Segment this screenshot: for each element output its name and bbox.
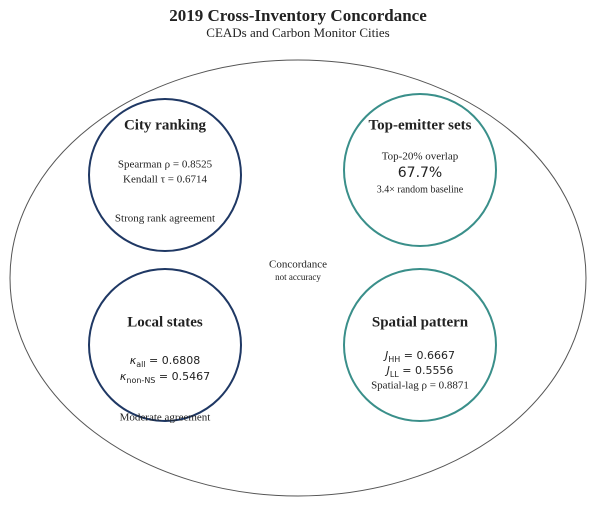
metric-value: = 0.6808 [146,354,201,367]
node-circle [343,268,497,422]
node-circle [88,98,242,252]
metric-symbol: κ [120,370,127,383]
center-label: Concordance [269,259,327,271]
metric-line: Spearman ρ = 0.8525 [118,159,213,171]
metric-line: Top-20% overlap [382,151,459,163]
metric-line: Kendall τ = 0.6714 [123,174,207,186]
subtitle: CEADs and Carbon Monitor Cities [206,25,389,40]
node-title: Spatial pattern [372,314,469,330]
metric-line: JLL = 0.5556 [385,364,454,379]
node-title: City ranking [124,117,207,133]
node-note: Moderate agreement [120,412,211,424]
metric-subscript: non-NS [126,376,155,385]
metric-line: 3.4× random baseline [377,184,464,195]
title: 2019 Cross-Inventory Concordance [169,6,427,25]
metric-subscript: HH [388,355,400,364]
metric-line: JHH = 0.6667 [383,349,455,364]
center-sublabel: not accuracy [275,272,321,282]
metric-line: 67.7% [398,165,442,181]
metric-symbol: κ [130,354,137,367]
metric-line: κnon-NS = 0.5467 [120,370,210,385]
node-note: Strong rank agreement [115,213,215,225]
node-title: Top-emitter sets [369,117,472,133]
metric-value: = 0.5556 [399,364,454,377]
metric-symbol: J [383,349,388,362]
metric-value: = 0.5467 [155,370,210,383]
metric-value: = 0.6667 [400,349,455,362]
metric-line: Spatial-lag ρ = 0.8871 [371,380,469,392]
metric-subscript: all [136,360,145,369]
node-title: Local states [127,314,203,330]
outer-ellipse [9,59,587,497]
metric-symbol: J [385,364,390,377]
metric-subscript: LL [390,370,399,379]
node-circle [343,93,497,247]
metric-line: κall = 0.6808 [130,354,201,369]
node-circle [88,268,242,422]
